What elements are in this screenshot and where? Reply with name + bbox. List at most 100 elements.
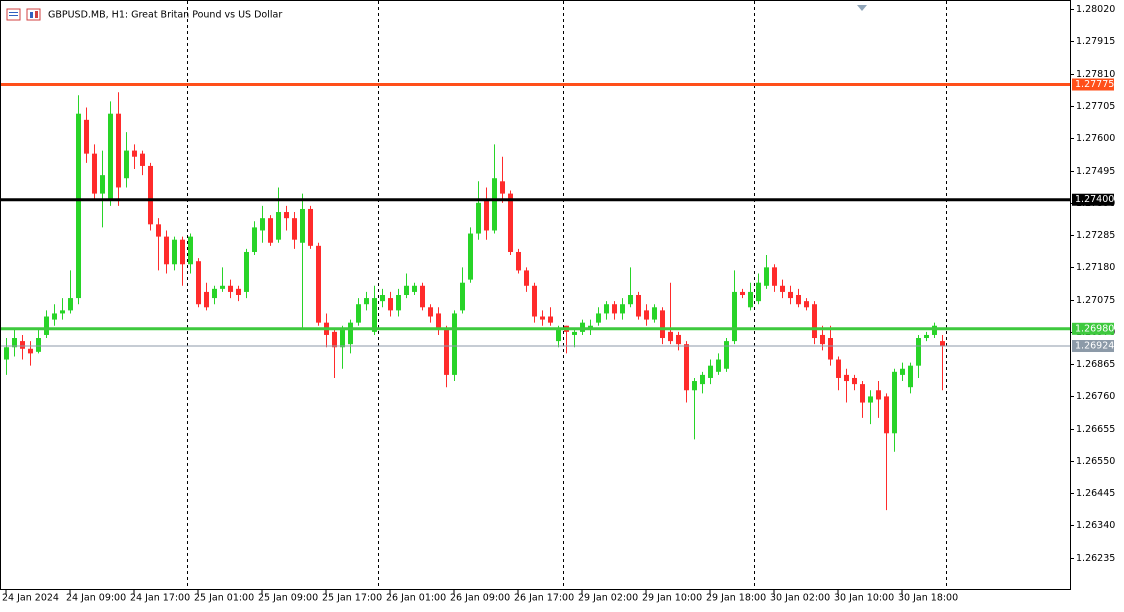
shift-marker [857, 5, 867, 11]
x-tick-label: 24 Jan 2024 [2, 593, 59, 604]
y-tick-label: 1.26235 [1076, 553, 1115, 564]
day-separators [187, 1, 947, 589]
candle-body [548, 316, 553, 323]
x-tick-label: 24 Jan 17:00 [130, 593, 190, 604]
candle-body [940, 341, 945, 347]
candle-body [732, 291, 737, 342]
candle-body [300, 208, 305, 243]
candle-body [124, 150, 129, 179]
candle-body [388, 298, 393, 311]
toolbar-icons [6, 8, 41, 21]
candle-body [444, 328, 449, 375]
y-tick-label: 1.27810 [1076, 69, 1115, 80]
candle-body [804, 301, 809, 308]
y-tick-label: 1.26340 [1076, 520, 1115, 531]
candle-body [932, 325, 937, 335]
candle-body [764, 267, 769, 286]
candle-body [596, 313, 601, 323]
candle-body [604, 304, 609, 314]
candle-body [860, 384, 865, 403]
candle-body [588, 325, 593, 329]
x-tick-label: 29 Jan 18:00 [706, 593, 766, 604]
price-level-tag [1072, 193, 1114, 206]
candle-body [780, 285, 785, 292]
candle-body [884, 396, 889, 434]
candle-body [788, 291, 793, 299]
x-tick-label: 29 Jan 10:00 [642, 593, 702, 604]
candle-body [332, 331, 337, 348]
candle-body [172, 239, 177, 265]
x-tick-label: 26 Jan 09:00 [450, 593, 510, 604]
candle-body [852, 377, 857, 385]
candle-body [572, 331, 577, 335]
candle-body [612, 304, 617, 314]
y-tick-label: 1.26550 [1076, 456, 1115, 467]
candle-body [220, 285, 225, 289]
candle-body [316, 245, 321, 323]
price-level-tag [1072, 78, 1114, 91]
y-tick-label: 1.27600 [1076, 133, 1115, 144]
price-level-tag [1072, 322, 1114, 335]
candle-body [532, 285, 537, 317]
candle-body [756, 282, 761, 302]
candle-body [236, 288, 241, 295]
candle-body [76, 113, 81, 299]
candle-body [436, 313, 441, 329]
y-tick-label: 1.27075 [1076, 295, 1115, 306]
candle-body [228, 285, 233, 292]
candle-body [644, 310, 649, 320]
y-tick-label: 1.26445 [1076, 488, 1115, 499]
candle-body [4, 347, 9, 360]
price-level-label: 1.27775 [1075, 79, 1114, 90]
candle-body [380, 295, 385, 302]
y-tick-label: 1.27285 [1076, 230, 1115, 241]
candle-body [916, 338, 921, 366]
x-tick-label: 30 Jan 18:00 [898, 593, 958, 604]
x-tick-label: 26 Jan 17:00 [514, 593, 574, 604]
y-tick-label: 1.26655 [1076, 424, 1115, 435]
candle-body [820, 334, 825, 345]
y-tick-label: 1.27915 [1076, 36, 1115, 47]
chart-icon-bar [30, 12, 33, 18]
candle-body [396, 295, 401, 311]
candle-body [716, 359, 721, 372]
candle-body [524, 270, 529, 286]
candle-body [868, 396, 873, 403]
candle-body [556, 328, 561, 342]
candle-body [700, 374, 705, 385]
candle-body [900, 368, 905, 375]
candle-body [676, 334, 681, 345]
y-tick-label: 1.27495 [1076, 166, 1115, 177]
candle-body [268, 218, 273, 243]
candle-body [36, 338, 41, 352]
candle-body [28, 348, 33, 354]
candle-body [908, 365, 913, 388]
candle-body [668, 331, 673, 342]
price-level-label: 1.26980 [1075, 323, 1114, 334]
candle-body [164, 236, 169, 265]
chart-title: GBPUSD.MB, H1: Great Britan Pound vs US … [48, 10, 282, 21]
x-tick-label: 30 Jan 10:00 [834, 593, 894, 604]
candle-body [348, 322, 353, 345]
candle-body [428, 307, 433, 317]
candle-body [836, 359, 841, 378]
candle-body [476, 202, 481, 234]
candle-body [60, 310, 65, 314]
candle-body [708, 365, 713, 378]
price-level-tag [1072, 340, 1114, 353]
candle-body [420, 285, 425, 308]
candle-body [68, 298, 73, 311]
candle-body [692, 381, 697, 391]
candle-body [20, 341, 25, 349]
candle-body [404, 285, 409, 295]
candle-body [116, 113, 121, 188]
candle-body [876, 390, 881, 400]
candle-body [252, 227, 257, 252]
candle-body [844, 374, 849, 382]
candle-body [132, 150, 137, 157]
candle-body [660, 310, 665, 339]
candle-body [244, 251, 249, 292]
candle-body [828, 338, 833, 360]
candle-body [284, 212, 289, 219]
